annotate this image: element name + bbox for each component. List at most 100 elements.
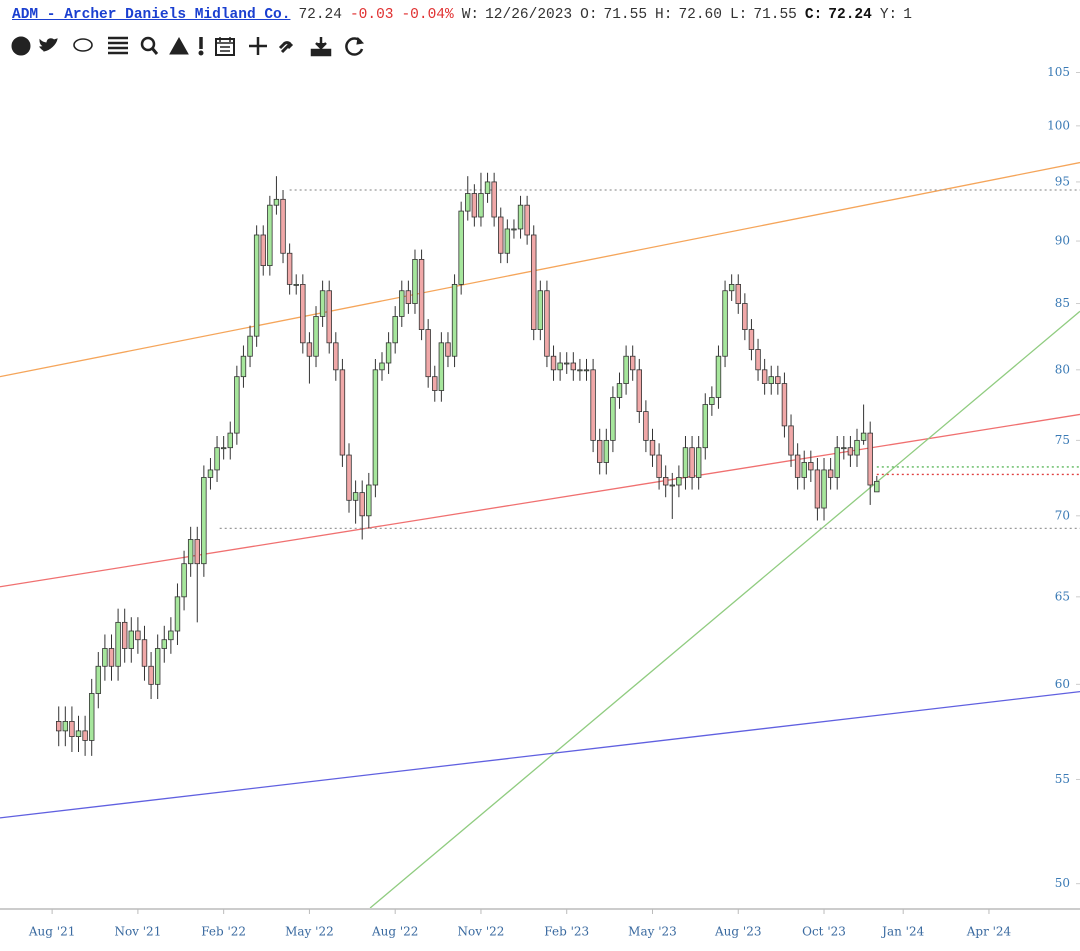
candle-body xyxy=(339,369,346,456)
candle-body xyxy=(418,259,425,330)
candle-body xyxy=(319,290,326,317)
x-tick-label: May '22 xyxy=(285,925,334,939)
candle-body xyxy=(478,193,484,218)
candle-body xyxy=(702,404,708,449)
twitter-icon[interactable] xyxy=(39,38,58,52)
candle-body xyxy=(300,284,306,344)
field-label: O: xyxy=(580,7,598,23)
y-tick-label: 60 xyxy=(1055,677,1070,691)
candle-body xyxy=(491,181,497,218)
field-label: H: xyxy=(655,7,673,23)
candle-body xyxy=(207,469,214,478)
candle-body xyxy=(128,630,134,649)
candle-body xyxy=(577,369,583,372)
toolbar xyxy=(11,36,365,57)
candle-body xyxy=(801,462,807,478)
candle-body xyxy=(649,439,656,456)
download-icon[interactable] xyxy=(310,37,332,57)
candle-body xyxy=(214,447,220,471)
ticker-link[interactable]: ADM - Archer Daniels Midland Co. xyxy=(12,7,291,23)
trend-line xyxy=(0,161,1080,378)
candle-body xyxy=(102,648,108,667)
candle-body xyxy=(867,432,873,486)
candle-body xyxy=(405,290,412,304)
x-tick-label: Apr '24 xyxy=(966,925,1012,939)
x-tick-label: Feb '23 xyxy=(544,925,589,939)
candle-body xyxy=(432,376,438,391)
x-tick-label: Oct '23 xyxy=(802,925,846,939)
candle-body xyxy=(201,477,207,565)
field-label: C: xyxy=(804,7,823,23)
candle-body xyxy=(333,342,339,371)
comment-icon[interactable] xyxy=(73,38,93,52)
candle-body xyxy=(286,252,293,285)
field-value: 71.55 xyxy=(603,7,648,23)
candle-body xyxy=(141,639,148,667)
candle-body xyxy=(847,447,854,456)
x-tick-label: Nov '22 xyxy=(458,925,505,939)
candle-body xyxy=(537,290,544,330)
search-icon[interactable] xyxy=(140,36,156,52)
candle-body xyxy=(247,335,253,357)
quote-fields: W: 12/26/2023 O: 71.55 H: 72.60 L: 71.55 C: 72.24… xyxy=(462,7,920,23)
candle-body xyxy=(379,362,385,371)
candle-body xyxy=(511,228,517,231)
candle-body xyxy=(557,362,563,371)
candle-body xyxy=(841,447,847,450)
candle-body xyxy=(471,193,478,218)
candle-body xyxy=(755,349,761,371)
candle-body xyxy=(728,284,735,292)
field-value: 12/26/2023 xyxy=(485,7,573,23)
field-label: W: xyxy=(461,7,480,23)
field-value: 72.60 xyxy=(678,7,722,23)
candle-body xyxy=(121,621,128,649)
candle-body xyxy=(484,181,491,194)
candle-body xyxy=(69,721,75,737)
list-icon[interactable] xyxy=(108,36,128,55)
candle-body xyxy=(154,648,161,685)
candle-body xyxy=(709,397,715,405)
y-tick-label: 95 xyxy=(1055,174,1070,188)
refresh-icon[interactable] xyxy=(345,37,364,56)
field-value: 72.24 xyxy=(828,7,872,23)
candle-body xyxy=(352,492,359,501)
candle-body xyxy=(346,454,352,501)
link-icon[interactable] xyxy=(278,41,294,54)
candle-body xyxy=(372,369,379,486)
candle-body xyxy=(596,439,603,463)
move-icon[interactable] xyxy=(249,37,267,55)
candle-body xyxy=(636,369,643,413)
candle-body xyxy=(616,383,623,398)
candle-body xyxy=(260,234,266,267)
field-label: L: xyxy=(729,7,748,23)
candle-body xyxy=(253,234,260,337)
candle-body xyxy=(174,596,181,632)
candle-body xyxy=(794,454,801,478)
candle-body xyxy=(603,439,610,463)
y-tick-label: 90 xyxy=(1055,234,1070,248)
candle-body xyxy=(168,630,174,641)
x-tick-label: Nov '21 xyxy=(114,925,161,939)
candle-body xyxy=(445,342,451,357)
candle-body xyxy=(517,204,524,230)
dashboard-icon[interactable] xyxy=(11,36,31,56)
field-label: Y: xyxy=(879,7,898,23)
x-tick-label: Jan '24 xyxy=(880,925,924,939)
alert-icon[interactable] xyxy=(169,36,189,55)
candle-body xyxy=(465,193,471,212)
candle-body xyxy=(438,342,445,391)
candle-body xyxy=(425,329,431,378)
calendar-icon[interactable] xyxy=(215,38,235,56)
y-tick-label: 85 xyxy=(1055,296,1070,310)
candle-body xyxy=(781,383,788,427)
candle-body xyxy=(531,234,537,330)
candle-body xyxy=(742,303,748,330)
y-tick-label: 70 xyxy=(1055,508,1070,522)
trend-line xyxy=(369,310,1080,908)
candle-body xyxy=(313,316,319,357)
last-price: 72.24 xyxy=(298,7,342,23)
candle-body xyxy=(860,432,867,441)
candle-body xyxy=(385,342,392,364)
candle-body xyxy=(366,484,372,517)
candle-body xyxy=(392,316,398,344)
